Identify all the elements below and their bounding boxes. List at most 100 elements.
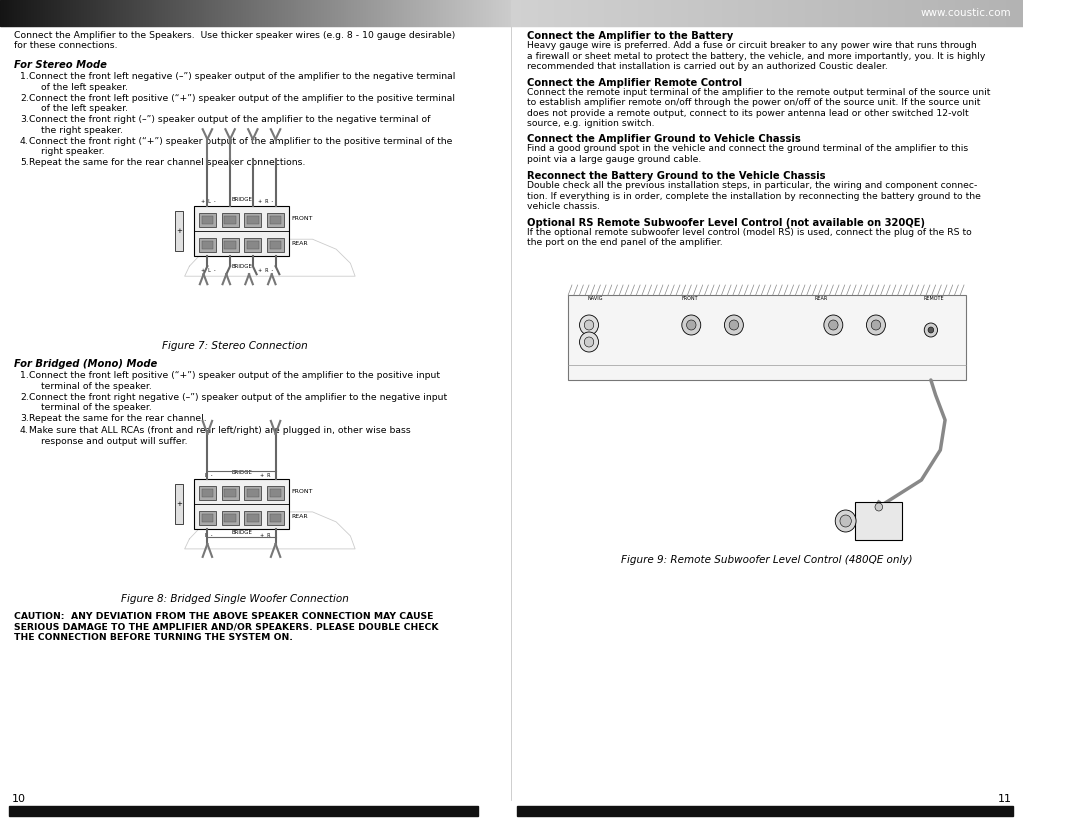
Text: Connect the remote input terminal of the amplifier to the remote output terminal: Connect the remote input terminal of the… — [527, 88, 990, 128]
Text: 2.: 2. — [19, 393, 29, 402]
Circle shape — [872, 320, 880, 330]
Text: Figure 8: Bridged Single Woofer Connection: Figure 8: Bridged Single Woofer Connecti… — [121, 594, 349, 604]
Text: Repeat the same for the rear channel.: Repeat the same for the rear channel. — [29, 414, 207, 424]
Bar — [202, 514, 213, 522]
Bar — [202, 241, 213, 249]
Bar — [267, 486, 284, 500]
Bar — [225, 241, 235, 249]
Text: 5.: 5. — [19, 158, 28, 167]
Text: +  R: + R — [260, 473, 270, 478]
Text: Find a good ground spot in the vehicle and connect the ground terminal of the am: Find a good ground spot in the vehicle a… — [527, 144, 968, 163]
Text: REAR: REAR — [814, 296, 827, 301]
Text: 3.: 3. — [19, 115, 29, 124]
Circle shape — [687, 320, 696, 330]
Text: +: + — [176, 229, 181, 234]
Text: Optional RS Remote Subwoofer Level Control (not available on 320QE): Optional RS Remote Subwoofer Level Contr… — [527, 218, 924, 228]
Circle shape — [729, 320, 739, 330]
Text: Connect the front right (–”) speaker output of the amplifier to the negative ter: Connect the front right (–”) speaker out… — [29, 115, 431, 134]
Text: Figure 9: Remote Subwoofer Level Control (480QE only): Figure 9: Remote Subwoofer Level Control… — [621, 555, 913, 565]
Bar — [270, 216, 281, 224]
Bar — [244, 486, 261, 500]
Text: Connect the front right (“+”) speaker output of the amplifier to the positive te: Connect the front right (“+”) speaker ou… — [29, 137, 453, 156]
Text: FRONT: FRONT — [292, 216, 313, 221]
Text: FRONT: FRONT — [292, 489, 313, 494]
Bar — [199, 511, 216, 525]
Bar — [194, 479, 288, 529]
Circle shape — [835, 510, 856, 532]
Circle shape — [875, 503, 882, 511]
Text: BRIDGE: BRIDGE — [231, 264, 252, 269]
Circle shape — [681, 315, 701, 335]
Circle shape — [928, 327, 934, 333]
Bar — [221, 486, 239, 500]
Text: 10: 10 — [12, 794, 25, 804]
Text: BRIDGE: BRIDGE — [231, 530, 252, 535]
Text: BRIDGE: BRIDGE — [231, 197, 252, 202]
Bar — [247, 514, 258, 522]
Text: +  L  -: + L - — [201, 269, 216, 274]
Bar — [267, 239, 284, 252]
Text: Connect the front left positive (“+”) speaker output of the amplifier to the pos: Connect the front left positive (“+”) sp… — [29, 371, 441, 391]
Text: If the optional remote subwoofer level control (model RS) is used, connect the p: If the optional remote subwoofer level c… — [527, 228, 971, 248]
Text: Repeat the same for the rear channel speaker connections.: Repeat the same for the rear channel spe… — [29, 158, 306, 167]
Text: NAVIG: NAVIG — [588, 296, 603, 301]
Bar — [244, 239, 261, 252]
Bar — [194, 206, 288, 256]
Text: REAR: REAR — [292, 241, 308, 246]
Bar — [855, 502, 903, 540]
Bar — [247, 216, 258, 224]
Bar — [270, 514, 281, 522]
Text: L  -: L - — [204, 473, 212, 478]
Text: REMOTE: REMOTE — [923, 296, 944, 301]
Text: For Stereo Mode: For Stereo Mode — [14, 60, 107, 70]
Text: Connect the Amplifier to the Battery: Connect the Amplifier to the Battery — [527, 31, 732, 41]
Text: Connect the Amplifier to the Speakers.  Use thicker speaker wires (e.g. 8 - 10 g: Connect the Amplifier to the Speakers. U… — [14, 31, 456, 50]
Bar — [270, 489, 281, 497]
Bar — [267, 511, 284, 525]
Text: 4.: 4. — [19, 426, 29, 435]
Text: CAUTION:  ANY DEVIATION FROM THE ABOVE SPEAKER CONNECTION MAY CAUSE
SERIOUS DAMA: CAUTION: ANY DEVIATION FROM THE ABOVE SP… — [14, 612, 438, 641]
Text: 1.: 1. — [19, 371, 29, 380]
Text: BRIDGE: BRIDGE — [231, 470, 252, 475]
Bar — [202, 216, 213, 224]
Bar — [199, 486, 216, 500]
Text: Figure 7: Stereo Connection: Figure 7: Stereo Connection — [162, 341, 308, 351]
Text: REAR: REAR — [292, 514, 308, 519]
Circle shape — [725, 315, 743, 335]
Text: Connect the Amplifier Ground to Vehicle Chassis: Connect the Amplifier Ground to Vehicle … — [527, 134, 800, 144]
Bar — [244, 214, 261, 227]
Bar — [202, 489, 213, 497]
Bar — [221, 239, 239, 252]
Text: +  L  -: + L - — [201, 199, 216, 204]
Bar — [517, 806, 1013, 816]
Bar — [270, 241, 281, 249]
Bar — [175, 484, 183, 524]
Bar — [247, 241, 258, 249]
Circle shape — [584, 337, 594, 347]
Text: Connect the front left negative (–”) speaker output of the amplifier to the nega: Connect the front left negative (–”) spe… — [29, 73, 456, 92]
Text: +: + — [176, 501, 181, 507]
Bar — [221, 511, 239, 525]
Text: Connect the front left positive (“+”) speaker output of the amplifier to the pos: Connect the front left positive (“+”) sp… — [29, 93, 456, 113]
Bar — [267, 214, 284, 227]
Circle shape — [824, 315, 842, 335]
Circle shape — [584, 320, 594, 330]
Text: Heavy gauge wire is preferred. Add a fuse or circuit breaker to any power wire t: Heavy gauge wire is preferred. Add a fus… — [527, 41, 985, 71]
Bar — [568, 295, 966, 380]
Bar — [225, 489, 235, 497]
Bar — [10, 806, 478, 816]
Text: L  -: L - — [204, 533, 212, 538]
Text: 2.: 2. — [19, 93, 29, 103]
Text: Double check all the previous installation steps, in particular, the wiring and : Double check all the previous installati… — [527, 181, 981, 211]
Bar — [247, 489, 258, 497]
Text: 3.: 3. — [19, 414, 29, 424]
Circle shape — [924, 323, 937, 337]
Bar — [244, 511, 261, 525]
Text: 1.: 1. — [19, 73, 29, 81]
Circle shape — [866, 315, 886, 335]
Bar — [175, 211, 183, 251]
Text: Make sure that ALL RCAs (front and rear left/right) are plugged in, other wise b: Make sure that ALL RCAs (front and rear … — [29, 426, 411, 446]
Text: FRONT: FRONT — [681, 296, 699, 301]
Text: Connect the Amplifier Remote Control: Connect the Amplifier Remote Control — [527, 78, 742, 88]
Text: www.coustic.com: www.coustic.com — [921, 8, 1011, 18]
